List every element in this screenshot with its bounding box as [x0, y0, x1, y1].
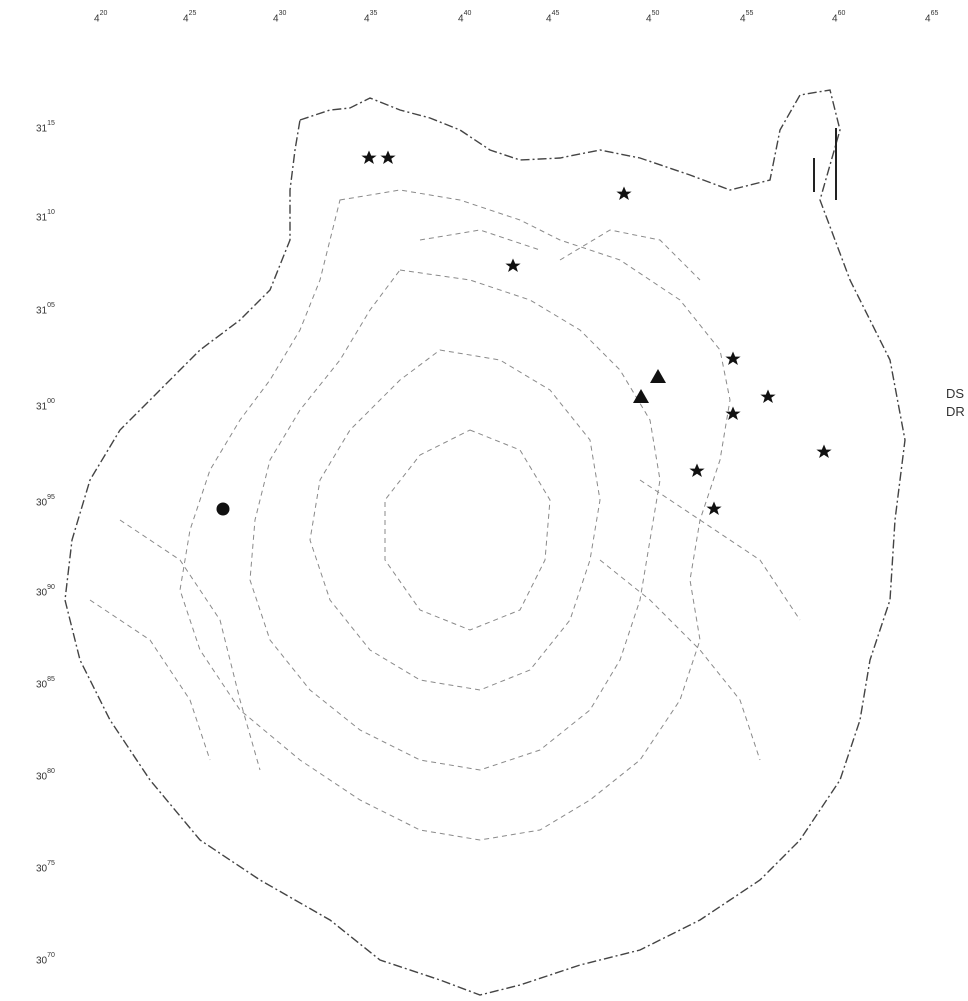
- markers: [216, 150, 832, 516]
- x-tick-label: 425: [183, 10, 197, 25]
- x-tick-label: 445: [546, 10, 560, 25]
- y-tick-label: 3080: [36, 768, 55, 783]
- y-tick-label: 3095: [36, 494, 55, 509]
- x-tick-label: 435: [364, 10, 378, 25]
- x-tick-label: 460: [832, 10, 846, 25]
- x-tick-label: 420: [94, 10, 108, 25]
- legend-ds-label: DS: [946, 386, 965, 401]
- station-star-marker: [380, 150, 396, 164]
- x-tick-label: 430: [273, 10, 287, 25]
- station-star-marker: [816, 444, 832, 458]
- contour-lines: [89, 189, 801, 841]
- station-star-marker: [706, 501, 722, 515]
- y-tick-label: 3110: [36, 209, 55, 224]
- x-tick-label: 455: [740, 10, 754, 25]
- x-tick-label: 450: [646, 10, 660, 25]
- station-star-marker: [725, 351, 741, 365]
- y-tick-label: 3085: [36, 676, 55, 691]
- x-tick-label: 440: [458, 10, 472, 25]
- y-tick-label: 3075: [36, 860, 55, 875]
- y-tick-label: 3090: [36, 584, 55, 599]
- station-star-marker: [361, 150, 377, 164]
- coastline: [64, 89, 906, 996]
- x-tick-label: 465: [925, 10, 939, 25]
- scale-bars: [813, 128, 837, 200]
- station-circle-marker: [216, 502, 230, 516]
- legend-dr-label: DR: [946, 404, 965, 419]
- y-tick-label: 3105: [36, 302, 55, 317]
- station-star-marker: [760, 389, 776, 403]
- station-triangle-marker: [650, 369, 666, 383]
- y-tick-label: 3115: [36, 120, 55, 135]
- station-star-marker: [616, 186, 632, 200]
- station-star-marker: [725, 406, 741, 420]
- station-triangle-marker: [633, 389, 649, 403]
- station-star-marker: [505, 258, 521, 272]
- station-star-marker: [689, 463, 705, 477]
- y-tick-label: 3070: [36, 952, 55, 967]
- y-tick-label: 3100: [36, 398, 55, 413]
